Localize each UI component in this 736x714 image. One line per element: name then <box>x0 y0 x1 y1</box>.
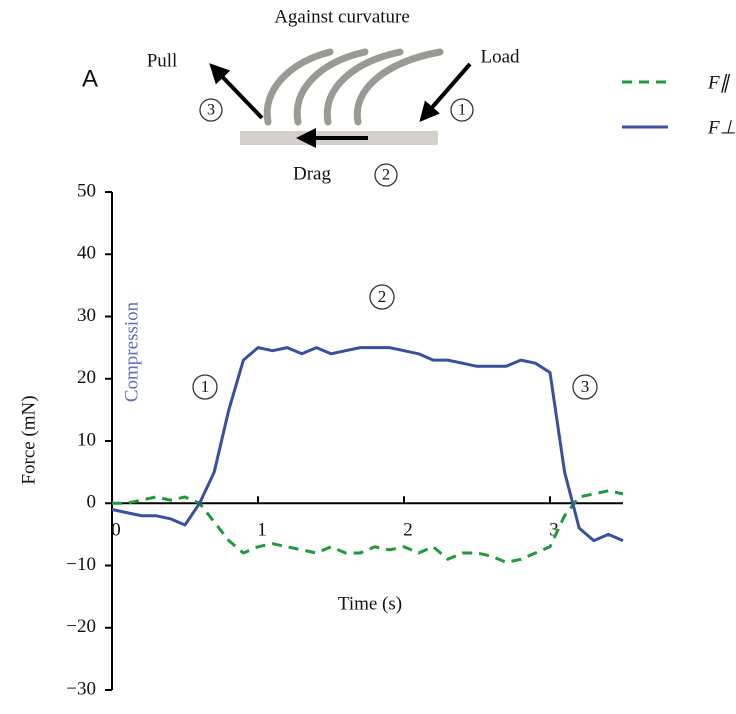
drag-label: Drag <box>293 163 331 184</box>
step-number: 3 <box>207 102 215 119</box>
step-circles <box>192 98 598 400</box>
step-number: 2 <box>382 167 390 184</box>
phase-number: 3 <box>581 377 590 396</box>
y-tick-label: 50 <box>77 180 96 201</box>
legend-label: F⊥ <box>707 117 736 138</box>
phase-number: 2 <box>378 287 387 306</box>
panel-label: A <box>82 65 98 92</box>
annotation: Compression <box>121 301 142 402</box>
x-tick-label: 0 <box>111 520 121 541</box>
arrows <box>209 62 472 148</box>
y-tick-label: 10 <box>77 429 96 450</box>
phase-number: 1 <box>201 377 210 396</box>
y-axis-label: Force (mN) <box>18 395 39 484</box>
hairs <box>263 48 444 126</box>
y-tick-label: −20 <box>66 616 96 637</box>
x-tick-label: 3 <box>549 520 559 541</box>
x-tick-label: 1 <box>257 520 267 541</box>
y-tick-label: 0 <box>87 492 97 513</box>
legend-label: F∥ <box>707 72 731 93</box>
y-tick-label: 30 <box>77 305 96 326</box>
y-tick-label: 40 <box>77 243 96 264</box>
y-tick-label: 20 <box>77 367 96 388</box>
x-axis-label: Time (s) <box>338 593 402 614</box>
x-tick-label: 2 <box>403 520 413 541</box>
series-line <box>112 489 624 564</box>
y-tick-label: −10 <box>66 554 96 575</box>
series-line <box>111 346 624 543</box>
step-number: 1 <box>458 102 466 119</box>
diagram-title: Against curvature <box>274 6 410 27</box>
y-tick-label: −30 <box>66 678 96 699</box>
load-label: Load <box>480 46 520 67</box>
pull-label: Pull <box>147 50 178 71</box>
